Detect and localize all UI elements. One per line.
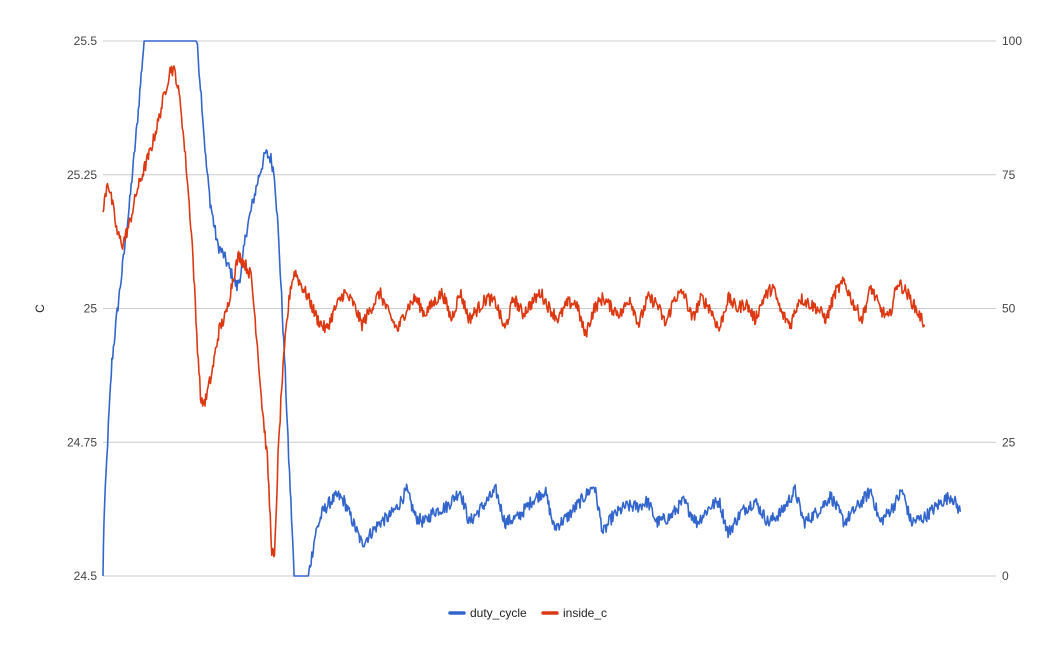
left-tick-label: 25.25 bbox=[67, 168, 97, 182]
left-tick-label: 24.5 bbox=[74, 569, 98, 583]
legend[interactable]: duty_cycle inside_c bbox=[448, 606, 607, 620]
left-axis-ticks: 25.5 25.25 25 24.75 24.5 bbox=[67, 34, 97, 583]
right-axis-ticks: 100 75 50 25 0 bbox=[1002, 34, 1022, 583]
legend-item-duty-cycle[interactable]: duty_cycle bbox=[448, 606, 527, 620]
series-line-inside-c bbox=[102, 65, 926, 558]
left-tick-label: 24.75 bbox=[67, 435, 97, 449]
series-layer bbox=[102, 40, 962, 577]
legend-label: duty_cycle bbox=[470, 606, 527, 620]
left-tick-label: 25.5 bbox=[74, 34, 98, 48]
right-tick-label: 25 bbox=[1002, 435, 1016, 449]
right-tick-label: 75 bbox=[1002, 168, 1016, 182]
legend-item-inside-c[interactable]: inside_c bbox=[541, 606, 607, 620]
left-tick-label: 25 bbox=[84, 302, 98, 316]
right-tick-label: 0 bbox=[1002, 569, 1009, 583]
right-tick-label: 100 bbox=[1002, 34, 1022, 48]
right-tick-label: 50 bbox=[1002, 302, 1016, 316]
legend-label: inside_c bbox=[563, 606, 607, 620]
y-axis-title: C bbox=[33, 304, 47, 313]
series-line-duty-cycle bbox=[102, 40, 962, 577]
